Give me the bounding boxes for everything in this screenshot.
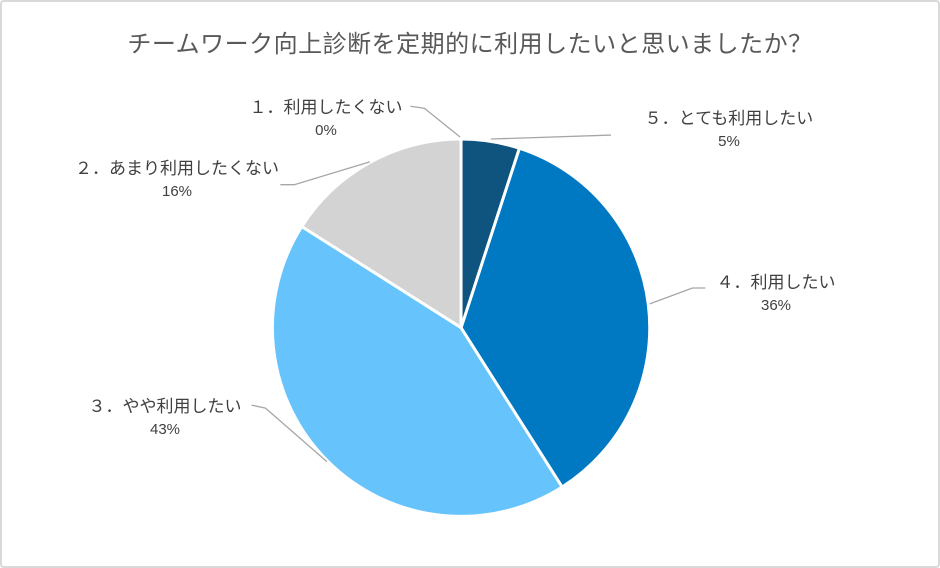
pie-label-4-text: ４．利用したい	[716, 273, 836, 292]
pie-slices	[270, 137, 652, 518]
leader-line-3	[251, 404, 328, 463]
pie-label-2-percent: 16%	[161, 183, 193, 201]
leader-line-1	[410, 105, 461, 138]
pie-label-2-text: ２．あまり利用したくない	[75, 159, 279, 178]
pie-label-4-percent: 36%	[760, 297, 792, 315]
leader-line-5	[490, 134, 612, 140]
leader-line-4	[649, 287, 706, 305]
pie-slice-4	[459, 146, 652, 489]
pie-label-5-text: ５．とても利用したい	[644, 109, 814, 128]
pie-label-2: ２．あまり利用したくない 16%	[27, 157, 327, 202]
pie-label-5-percent: 5%	[718, 133, 740, 151]
pie-label-1: １．利用したくない 0%	[176, 96, 476, 141]
pie-slice-2	[300, 137, 463, 330]
pie-label-3: ３．やや利用したい 43%	[15, 395, 315, 440]
pie-label-3-percent: 43%	[149, 421, 181, 439]
pie-label-5: ５．とても利用したい 5%	[579, 107, 879, 152]
pie-slice-3	[270, 225, 564, 518]
pie-label-1-percent: 0%	[315, 122, 337, 140]
pie-label-1-text: １．利用したくない	[249, 98, 403, 117]
pie-label-4: ４．利用したい 36%	[626, 271, 926, 316]
pie-label-3-text: ３．やや利用したい	[88, 397, 242, 416]
chart-title: チームワーク向上診断を定期的に利用したいと思いましたか？	[127, 31, 813, 58]
leader-line-2	[280, 161, 370, 186]
pie-slice-5	[459, 137, 521, 330]
